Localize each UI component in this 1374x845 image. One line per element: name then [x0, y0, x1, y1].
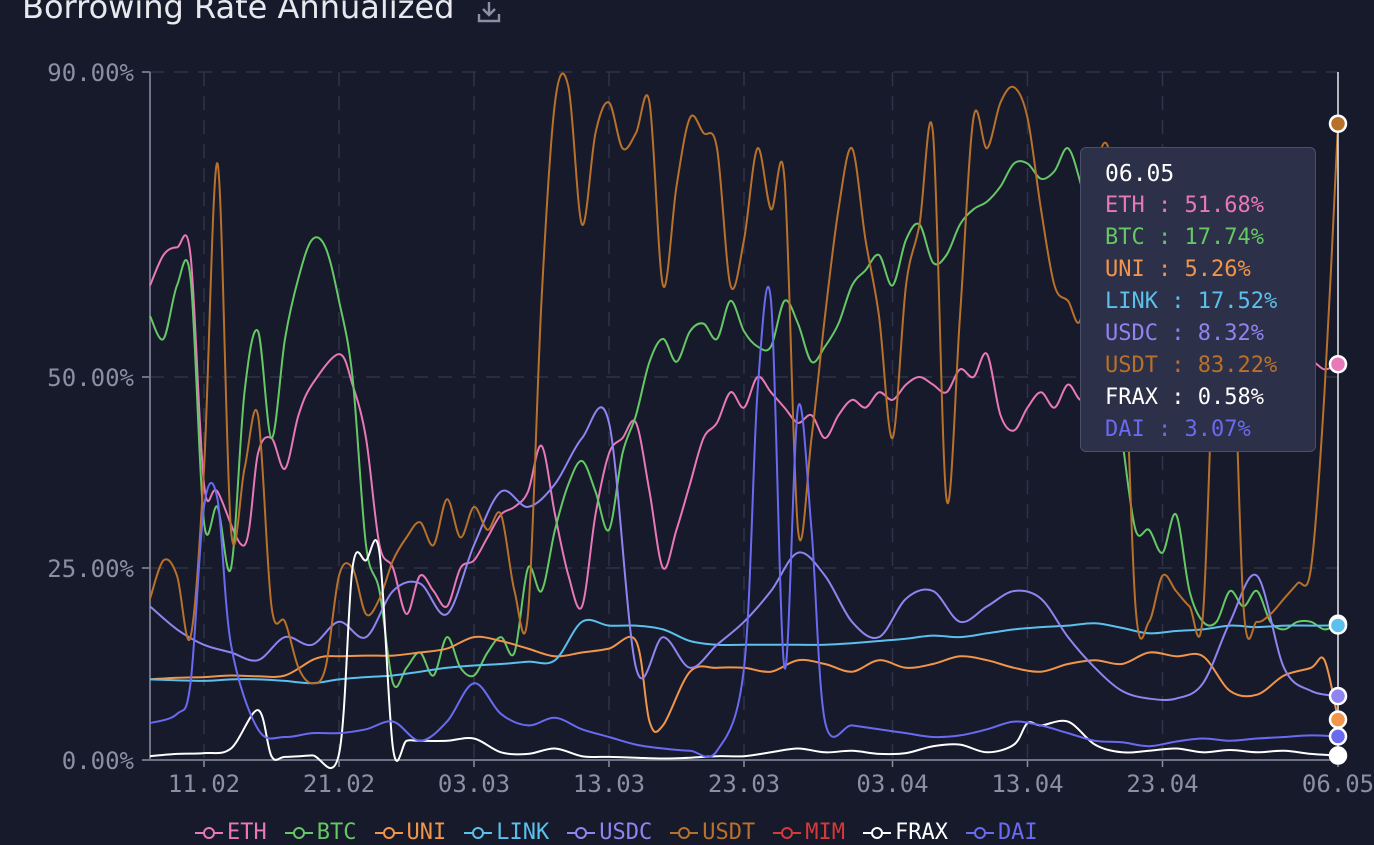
legend-item-eth[interactable]: ETH — [195, 820, 267, 845]
series-line-usdt — [149, 72, 1339, 685]
x-tick-label: 23.03 — [708, 770, 780, 798]
legend-marker-icon — [670, 826, 699, 840]
legend-label: USDC — [599, 820, 653, 845]
legend-label: FRAX — [894, 820, 948, 845]
legend-marker-icon — [374, 826, 403, 840]
chart-tooltip: 06.05 ETH : 51.68% BTC : 17.74% UNI : 5.26… — [1080, 147, 1316, 452]
chart-axes: 0.00% 25.00% 50.00% 90.00% 11.02 21.02 03.03 13… — [47, 59, 1374, 798]
x-tick-label: 13.04 — [991, 770, 1063, 798]
x-tick-label: 13.03 — [573, 770, 645, 798]
tooltip-row: USDC : 8.32% — [1105, 321, 1264, 346]
crosshair-dot-dai — [1328, 727, 1348, 746]
y-tick-label: 0.00% — [62, 747, 135, 775]
crosshair-dot-eth — [1328, 354, 1348, 374]
tooltip-rows: ETH : 51.68% BTC : 17.74% UNI : 5.26% LINK … — [1105, 190, 1315, 446]
legend-marker-icon — [464, 826, 493, 840]
tooltip-row: UNI : 5.26% — [1105, 257, 1251, 282]
tooltip-row: DAI : 3.07% — [1105, 417, 1251, 442]
crosshair-dot-uni — [1328, 710, 1348, 729]
legend-label: ETH — [227, 820, 267, 845]
chart-grid — [150, 71, 1338, 760]
legend-marker-icon — [284, 826, 313, 840]
legend-marker-icon — [965, 826, 994, 840]
x-tick-label: 03.04 — [856, 770, 928, 798]
legend-marker-icon — [862, 826, 891, 840]
legend-item-usdt[interactable]: USDT — [670, 820, 755, 845]
legend-marker-icon — [773, 826, 802, 840]
legend-marker-icon — [195, 826, 223, 840]
y-tick-label: 50.00% — [47, 364, 134, 392]
series-line-frax — [149, 539, 1339, 770]
legend-label: MIM — [805, 820, 845, 845]
crosshair-dot-frax — [1328, 746, 1348, 765]
tooltip-row: ETH : 51.68% — [1105, 193, 1264, 218]
tooltip-row: FRAX : 0.58% — [1105, 385, 1264, 410]
tooltip-row: BTC : 17.74% — [1105, 225, 1264, 250]
series-line-dai — [149, 285, 1339, 758]
x-tick-label: 06.05 — [1302, 770, 1374, 798]
legend-item-dai[interactable]: DAI — [965, 820, 1038, 845]
x-tick-label: 23.04 — [1126, 770, 1198, 798]
x-tick-label: 03.03 — [438, 770, 510, 798]
chart-crosshair-dots — [1328, 72, 1348, 765]
legend-label: USDT — [702, 820, 756, 845]
crosshair-dot-link — [1328, 616, 1348, 635]
chart-title: Borrowing Rate Annualized — [22, 0, 455, 26]
y-tick-label: 90.00% — [47, 59, 134, 87]
legend-item-link[interactable]: LINK — [464, 820, 549, 845]
x-tick-label: 11.02 — [168, 770, 240, 798]
legend-item-mim[interactable]: MIM — [773, 820, 845, 845]
legend-item-frax[interactable]: FRAX — [862, 820, 948, 845]
legend-item-uni[interactable]: UNI — [374, 820, 447, 845]
series-line-uni — [149, 635, 1339, 733]
y-tick-label: 25.00% — [47, 555, 134, 583]
tooltip-row: USDT : 83.22% — [1105, 353, 1278, 378]
legend-label: LINK — [496, 820, 550, 845]
tooltip-date: 06.05 — [1105, 161, 1175, 187]
legend-label: UNI — [406, 820, 447, 845]
chart-legend: ETH BTC UNI LINK USDC USDT MIM FRAX DAI — [195, 820, 1038, 845]
legend-item-usdc[interactable]: USDC — [567, 820, 652, 845]
tooltip-row: LINK : 17.52% — [1105, 289, 1278, 314]
x-tick-label: 21.02 — [303, 770, 375, 798]
series-line-usdc — [149, 406, 1339, 702]
crosshair-dot-usdc — [1328, 686, 1348, 706]
legend-item-btc[interactable]: BTC — [284, 820, 357, 845]
legend-marker-icon — [567, 826, 596, 840]
series-line-link — [149, 618, 1339, 685]
legend-label: BTC — [316, 820, 357, 845]
download-icon[interactable] — [476, 0, 502, 24]
legend-label: DAI — [997, 820, 1038, 845]
crosshair-dot-usdt — [1328, 114, 1348, 133]
